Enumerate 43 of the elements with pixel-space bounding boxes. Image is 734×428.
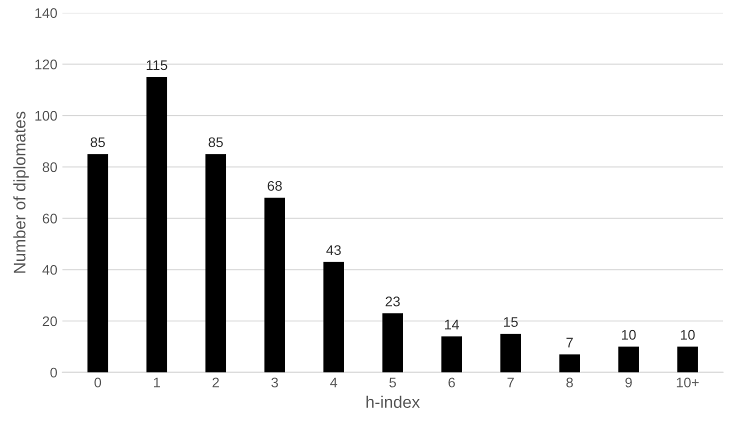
data-label: 85 [90, 137, 105, 148]
x-tick-label: 2 [212, 378, 219, 388]
bar [382, 313, 404, 372]
bar [441, 336, 462, 372]
bar [323, 262, 344, 372]
bar [87, 154, 108, 372]
x-tick-label: 10+ [676, 378, 699, 388]
x-tick-label: 5 [389, 378, 396, 388]
y-axis-title: Number of diplomates [13, 112, 29, 273]
x-tick-label: 6 [448, 378, 455, 388]
x-tick-label: 4 [330, 378, 338, 388]
x-tick-label: 3 [271, 378, 278, 388]
bar [146, 77, 168, 372]
bar [559, 354, 580, 372]
data-label: 115 [146, 60, 168, 70]
data-label: 10 [680, 330, 695, 340]
x-tick-label: 8 [566, 378, 573, 388]
data-label: 43 [326, 245, 341, 256]
data-label: 85 [208, 137, 223, 148]
y-tick-label: 20 [42, 316, 57, 326]
data-label: 68 [268, 180, 282, 191]
y-tick-label: 100 [35, 110, 57, 121]
bar [677, 346, 698, 372]
x-axis-title: h-index [366, 396, 420, 408]
data-label: 15 [504, 317, 518, 327]
x-tick-label: 0 [94, 378, 102, 388]
bar [264, 198, 286, 372]
data-label: 10 [622, 330, 636, 340]
y-tick-label: 60 [42, 214, 57, 224]
bar [205, 154, 226, 372]
y-tick-label: 0 [50, 368, 57, 378]
y-tick-label: 40 [42, 264, 57, 275]
y-tick-label: 120 [35, 60, 57, 70]
data-label: 14 [445, 320, 459, 330]
bar [618, 346, 639, 372]
y-tick-label: 140 [35, 8, 57, 18]
x-tick-label: 1 [154, 378, 160, 388]
y-tick-label: 80 [42, 162, 57, 172]
data-label: 7 [566, 338, 573, 348]
data-label: 23 [386, 296, 400, 306]
x-tick-label: 9 [625, 378, 632, 388]
bar [500, 334, 521, 372]
x-tick-label: 7 [508, 378, 514, 388]
